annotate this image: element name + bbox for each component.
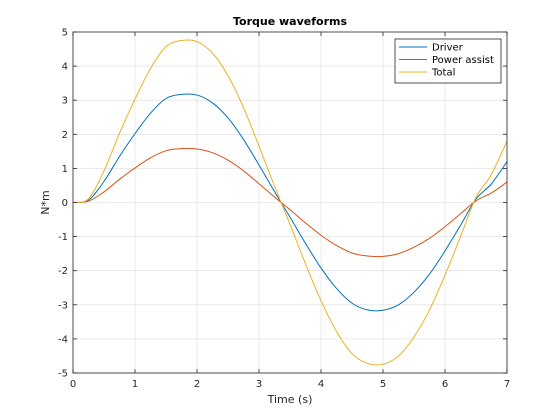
y-tick-label: 0	[62, 198, 68, 209]
legend-label-total: Total	[431, 68, 455, 79]
y-tick-label: 3	[62, 96, 68, 107]
legend-label-driver: Driver	[432, 43, 464, 54]
chart-title: Torque waveforms	[233, 15, 347, 28]
y-tick-label: -1	[58, 232, 68, 243]
series-line-driver	[72, 93, 508, 312]
y-tick-label: -3	[58, 300, 68, 311]
x-tick-label: 5	[380, 379, 386, 390]
y-axis-label: N*m	[39, 190, 52, 214]
series-group	[72, 39, 508, 366]
legend-label-power-assist: Power assist	[432, 55, 494, 66]
series-line-power-assist	[72, 147, 508, 258]
y-tick-label: 2	[62, 130, 68, 141]
legend-box	[394, 38, 502, 84]
x-axis-label: Time (s)	[267, 393, 313, 406]
ticks: 0 1 2 3 4 5 6 7 -5 -4 -3 -2 -1 0 1 2 3 4 5	[58, 28, 510, 391]
x-tick-label: 1	[132, 379, 138, 390]
x-tick-label: 0	[70, 379, 76, 390]
x-tick-label: 3	[256, 379, 262, 390]
y-tick-label: 5	[62, 28, 68, 39]
y-tick-label: -5	[58, 369, 68, 380]
y-tick-label: -2	[58, 266, 68, 277]
x-tick-label: 6	[442, 379, 448, 390]
x-tick-label: 4	[318, 379, 324, 390]
y-tick-label: 1	[62, 164, 68, 175]
x-tick-label: 7	[504, 379, 510, 390]
y-tick-label: -4	[58, 334, 68, 345]
x-tick-label: 2	[194, 379, 200, 390]
series-line-total	[72, 39, 508, 366]
y-tick-label: 4	[62, 62, 68, 73]
